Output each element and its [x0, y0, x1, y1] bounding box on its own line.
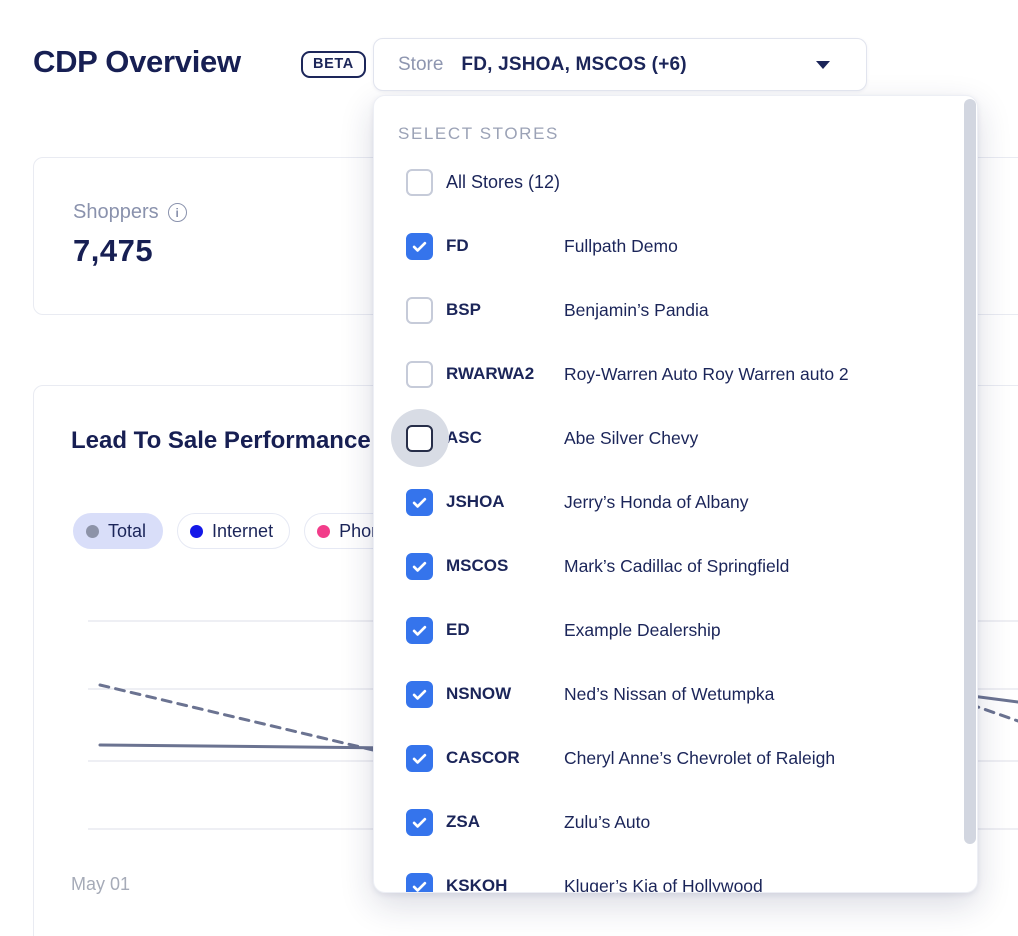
check-icon	[412, 561, 427, 572]
store-option[interactable]: CASCOR Cheryl Anne’s Chevrolet of Raleig…	[374, 726, 977, 790]
store-checkbox[interactable]	[406, 424, 433, 452]
store-name: Mark’s Cadillac of Springfield	[564, 555, 790, 576]
shoppers-value: 7,475	[73, 233, 154, 268]
store-select-panel: SELECT STORES All Stores (12) FD Fullpat…	[373, 95, 978, 893]
legend-chip[interactable]: Total	[73, 513, 164, 549]
scrollbar-thumb[interactable]	[964, 99, 976, 844]
store-code: RWARWA2	[446, 364, 535, 383]
check-icon	[412, 625, 427, 636]
store-option[interactable]: All Stores (12)	[374, 150, 977, 214]
beta-badge: BETA	[301, 51, 366, 78]
store-checkbox[interactable]	[406, 296, 433, 324]
store-code: NSNOW	[446, 684, 512, 703]
store-code: All Stores (12)	[446, 171, 561, 192]
store-code: ED	[446, 620, 470, 639]
check-icon	[412, 817, 427, 828]
store-checkbox[interactable]	[406, 616, 433, 644]
store-name: Jerry’s Honda of Albany	[564, 491, 749, 512]
x-axis-tick: May 01	[71, 874, 131, 894]
store-option[interactable]: ED Example Dealership	[374, 598, 977, 662]
store-code: MSCOS	[446, 556, 509, 575]
store-checkbox[interactable]	[406, 168, 433, 196]
legend-dot-icon	[317, 524, 331, 538]
legend-dot-icon	[190, 524, 204, 538]
store-option[interactable]: FD Fullpath Demo	[374, 214, 977, 278]
store-code: CASCOR	[446, 748, 520, 767]
info-icon[interactable]: i	[167, 203, 187, 222]
store-code: ASC	[446, 428, 482, 447]
store-option[interactable]: MSCOS Mark’s Cadillac of Springfield	[374, 534, 977, 598]
store-code: JSHOA	[446, 492, 505, 511]
store-option[interactable]: ZSA Zulu’s Auto	[374, 790, 977, 854]
store-checkbox[interactable]	[406, 744, 433, 772]
store-option[interactable]: BSP Benjamin’s Pandia	[374, 278, 977, 342]
store-name: Abe Silver Chevy	[564, 427, 699, 448]
legend-dot-icon	[86, 524, 99, 538]
store-checkbox[interactable]	[406, 680, 433, 708]
store-checkbox[interactable]	[406, 360, 433, 388]
store-code: FD	[446, 236, 469, 255]
store-filter-label: Store	[398, 53, 444, 75]
store-name: Ned’s Nissan of Wetumpka	[564, 683, 775, 704]
store-name: Benjamin’s Pandia	[564, 299, 709, 320]
legend-label: Internet	[212, 520, 274, 541]
chart-title: Lead To Sale Performance	[71, 427, 371, 454]
store-option[interactable]: KSKOH Kluger’s Kia of Hollywood	[374, 854, 977, 893]
chart-legend: Total Internet Phone	[73, 513, 409, 549]
store-checkbox[interactable]	[406, 872, 433, 892]
check-icon	[412, 689, 427, 700]
store-name: Cheryl Anne’s Chevrolet of Raleigh	[564, 747, 836, 768]
store-options-list: All Stores (12) FD Fullpath Demo BSP Ben…	[374, 150, 977, 893]
store-checkbox[interactable]	[406, 552, 433, 580]
store-option[interactable]: RWARWA2 Roy-Warren Auto Roy Warren auto …	[374, 342, 977, 406]
shoppers-label: Shoppers	[73, 201, 159, 223]
legend-label: Total	[108, 520, 147, 541]
store-name: Fullpath Demo	[564, 235, 678, 256]
store-name: Kluger’s Kia of Hollywood	[564, 875, 763, 893]
check-icon	[412, 881, 427, 892]
check-icon	[412, 497, 427, 508]
store-code: BSP	[446, 300, 481, 319]
store-code: KSKOH	[446, 876, 508, 893]
check-icon	[412, 753, 427, 764]
store-checkbox[interactable]	[406, 232, 433, 260]
store-name: Zulu’s Auto	[564, 811, 651, 832]
panel-header: SELECT STORES	[398, 124, 559, 143]
store-filter-value: FD, JSHOA, MSCOS (+6)	[461, 53, 687, 75]
store-option[interactable]: NSNOW Ned’s Nissan of Wetumpka	[374, 662, 977, 726]
store-name: Example Dealership	[564, 619, 721, 640]
store-option[interactable]: JSHOA Jerry’s Honda of Albany	[374, 470, 977, 534]
page-title: CDP Overview	[33, 44, 241, 79]
check-icon	[412, 241, 427, 252]
legend-chip[interactable]: Internet	[177, 513, 291, 549]
store-option[interactable]: ASC Abe Silver Chevy	[374, 406, 977, 470]
store-name: Roy-Warren Auto Roy Warren auto 2	[564, 363, 849, 384]
store-checkbox[interactable]	[406, 488, 433, 516]
store-filter-dropdown[interactable]: Store FD, JSHOA, MSCOS (+6)	[373, 38, 867, 91]
chevron-down-icon	[816, 60, 830, 69]
store-code: ZSA	[446, 812, 480, 831]
store-checkbox[interactable]	[406, 808, 433, 836]
